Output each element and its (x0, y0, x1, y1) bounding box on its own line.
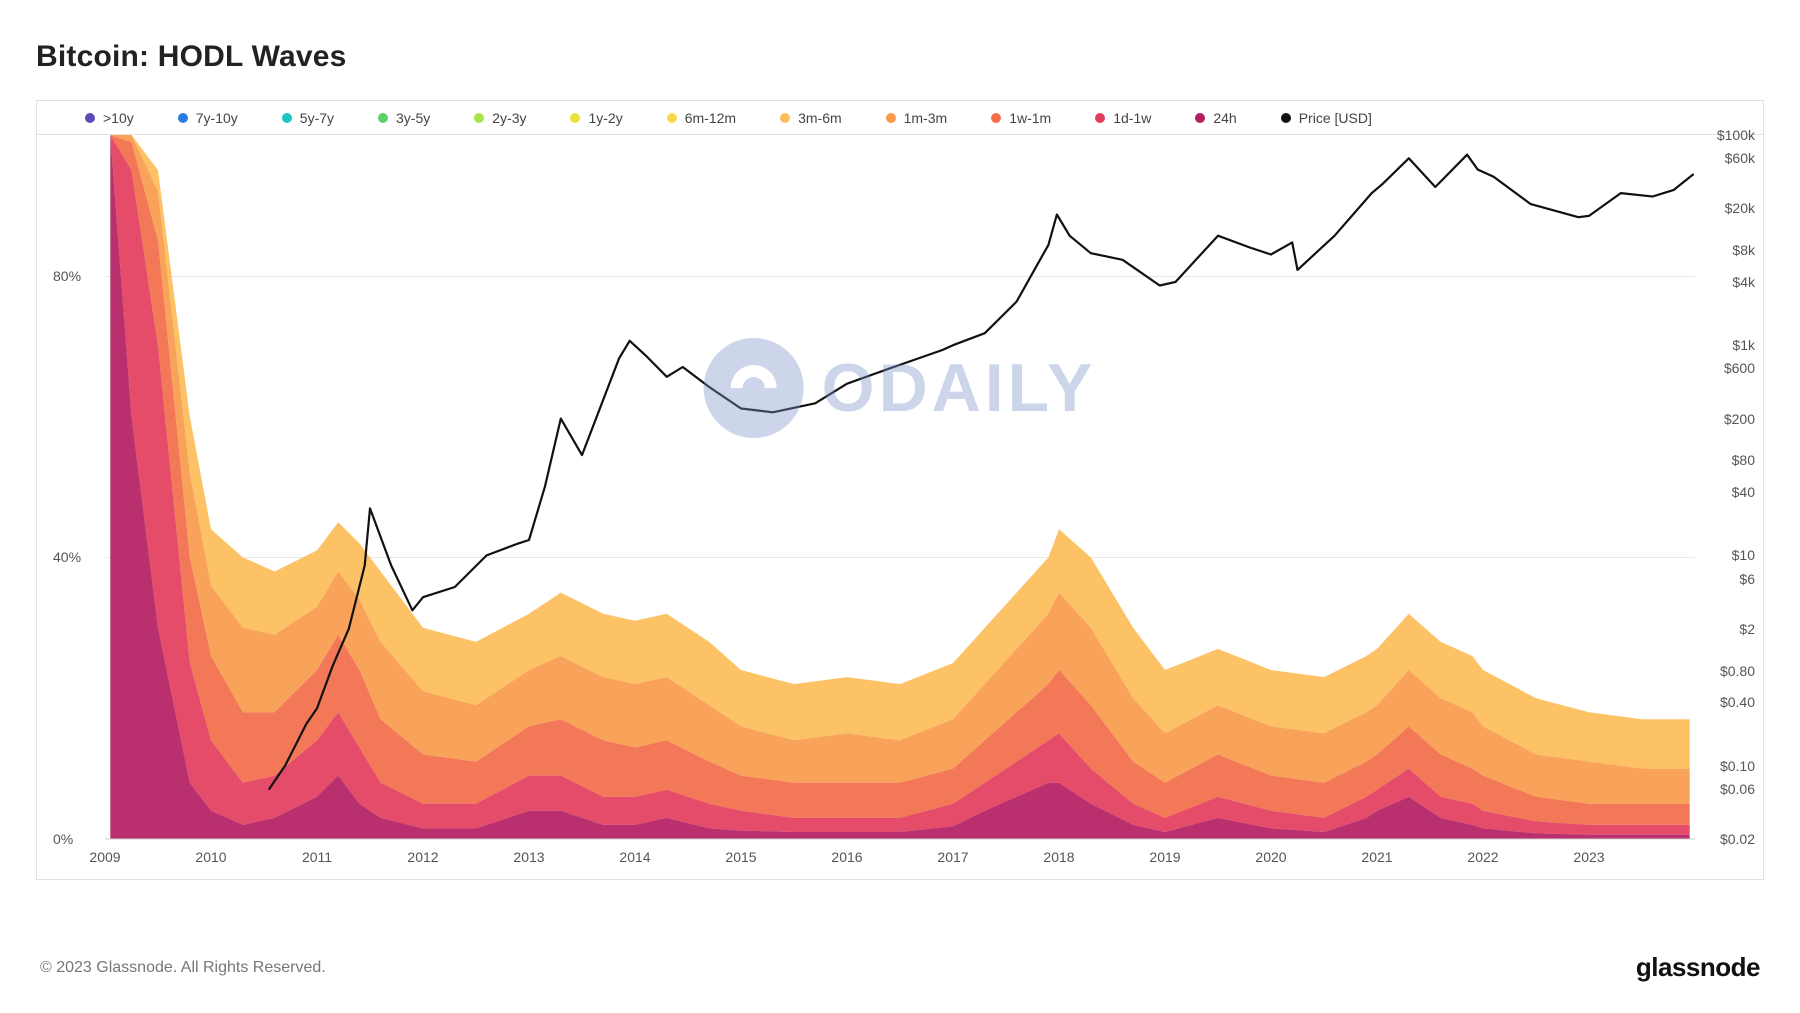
x-tick: 2010 (195, 849, 226, 865)
y-right-tick: $100k (1717, 127, 1755, 143)
legend-label: 7y-10y (196, 110, 238, 126)
legend-item[interactable]: 24h (1195, 110, 1236, 126)
legend-item[interactable]: 2y-3y (474, 110, 526, 126)
x-tick: 2014 (619, 849, 650, 865)
legend-item[interactable]: 1d-1w (1095, 110, 1151, 126)
legend-swatch (886, 113, 896, 123)
x-tick: 2022 (1467, 849, 1498, 865)
x-tick: 2016 (831, 849, 862, 865)
legend-item[interactable]: 5y-7y (282, 110, 334, 126)
brand-logo: glassnode (1636, 952, 1760, 983)
x-tick: 2021 (1361, 849, 1392, 865)
x-tick: 2011 (302, 849, 332, 865)
y-right-tick: $6 (1739, 571, 1755, 587)
x-tick: 2023 (1573, 849, 1604, 865)
y-right-tick: $80 (1732, 452, 1755, 468)
x-tick: 2017 (937, 849, 968, 865)
y-right-tick: $10 (1732, 547, 1755, 563)
legend-label: 3m-6m (798, 110, 842, 126)
plot-area: 0%40%80%$0.02$0.06$0.10$0.40$0.80$2$6$10… (105, 135, 1695, 839)
y-right-tick: $2 (1739, 621, 1755, 637)
legend-label: >10y (103, 110, 134, 126)
x-tick: 2013 (513, 849, 544, 865)
x-tick: 2012 (407, 849, 438, 865)
legend-swatch (991, 113, 1001, 123)
legend-item[interactable]: 1m-3m (886, 110, 948, 126)
legend-label: Price [USD] (1299, 110, 1372, 126)
y-right-tick: $0.06 (1720, 781, 1755, 797)
legend-item[interactable]: 1w-1m (991, 110, 1051, 126)
y-right-tick: $20k (1725, 200, 1755, 216)
legend-swatch (667, 113, 677, 123)
legend-swatch (1095, 113, 1105, 123)
legend-label: 1w-1m (1009, 110, 1051, 126)
legend-item[interactable]: >10y (85, 110, 134, 126)
legend-label: 6m-12m (685, 110, 736, 126)
y-left-tick: 0% (53, 831, 73, 847)
legend-swatch (570, 113, 580, 123)
legend-item[interactable]: 7y-10y (178, 110, 238, 126)
y-left-tick: 80% (53, 268, 81, 284)
chart-frame: >10y 7y-10y 5y-7y 3y-5y 2y-3y 1y-2y 6m-12m 3m-6… (36, 100, 1764, 880)
y-right-tick: $1k (1732, 337, 1755, 353)
y-right-tick: $0.40 (1720, 694, 1755, 710)
y-left-tick: 40% (53, 549, 81, 565)
legend-swatch (85, 113, 95, 123)
y-right-tick: $0.02 (1720, 831, 1755, 847)
legend-swatch (282, 113, 292, 123)
y-right-tick: $0.10 (1720, 758, 1755, 774)
legend-item[interactable]: 6m-12m (667, 110, 736, 126)
legend-swatch (474, 113, 484, 123)
chart-svg (105, 135, 1695, 839)
legend-item[interactable]: Price [USD] (1281, 110, 1372, 126)
legend: >10y 7y-10y 5y-7y 3y-5y 2y-3y 1y-2y 6m-12m 3m-6… (37, 101, 1763, 135)
legend-item[interactable]: 3m-6m (780, 110, 842, 126)
legend-label: 24h (1213, 110, 1236, 126)
x-tick: 2020 (1255, 849, 1286, 865)
y-right-tick: $60k (1725, 150, 1755, 166)
legend-label: 1d-1w (1113, 110, 1151, 126)
x-tick: 2019 (1149, 849, 1180, 865)
gridline (105, 839, 1695, 840)
x-tick: 2009 (89, 849, 120, 865)
chart-title: Bitcoin: HODL Waves (36, 40, 1764, 74)
x-tick: 2015 (725, 849, 756, 865)
copyright: © 2023 Glassnode. All Rights Reserved. (40, 959, 326, 977)
y-right-tick: $8k (1732, 242, 1755, 258)
y-right-tick: $200 (1724, 411, 1755, 427)
legend-label: 1m-3m (904, 110, 948, 126)
legend-label: 2y-3y (492, 110, 526, 126)
legend-swatch (1195, 113, 1205, 123)
x-tick: 2018 (1043, 849, 1074, 865)
legend-swatch (780, 113, 790, 123)
legend-swatch (1281, 113, 1291, 123)
legend-label: 5y-7y (300, 110, 334, 126)
y-right-tick: $40 (1732, 484, 1755, 500)
legend-item[interactable]: 3y-5y (378, 110, 430, 126)
legend-swatch (178, 113, 188, 123)
y-right-tick: $0.80 (1720, 663, 1755, 679)
legend-item[interactable]: 1y-2y (570, 110, 622, 126)
y-right-tick: $4k (1732, 274, 1755, 290)
y-right-tick: $600 (1724, 360, 1755, 376)
legend-label: 1y-2y (588, 110, 622, 126)
legend-swatch (378, 113, 388, 123)
legend-label: 3y-5y (396, 110, 430, 126)
